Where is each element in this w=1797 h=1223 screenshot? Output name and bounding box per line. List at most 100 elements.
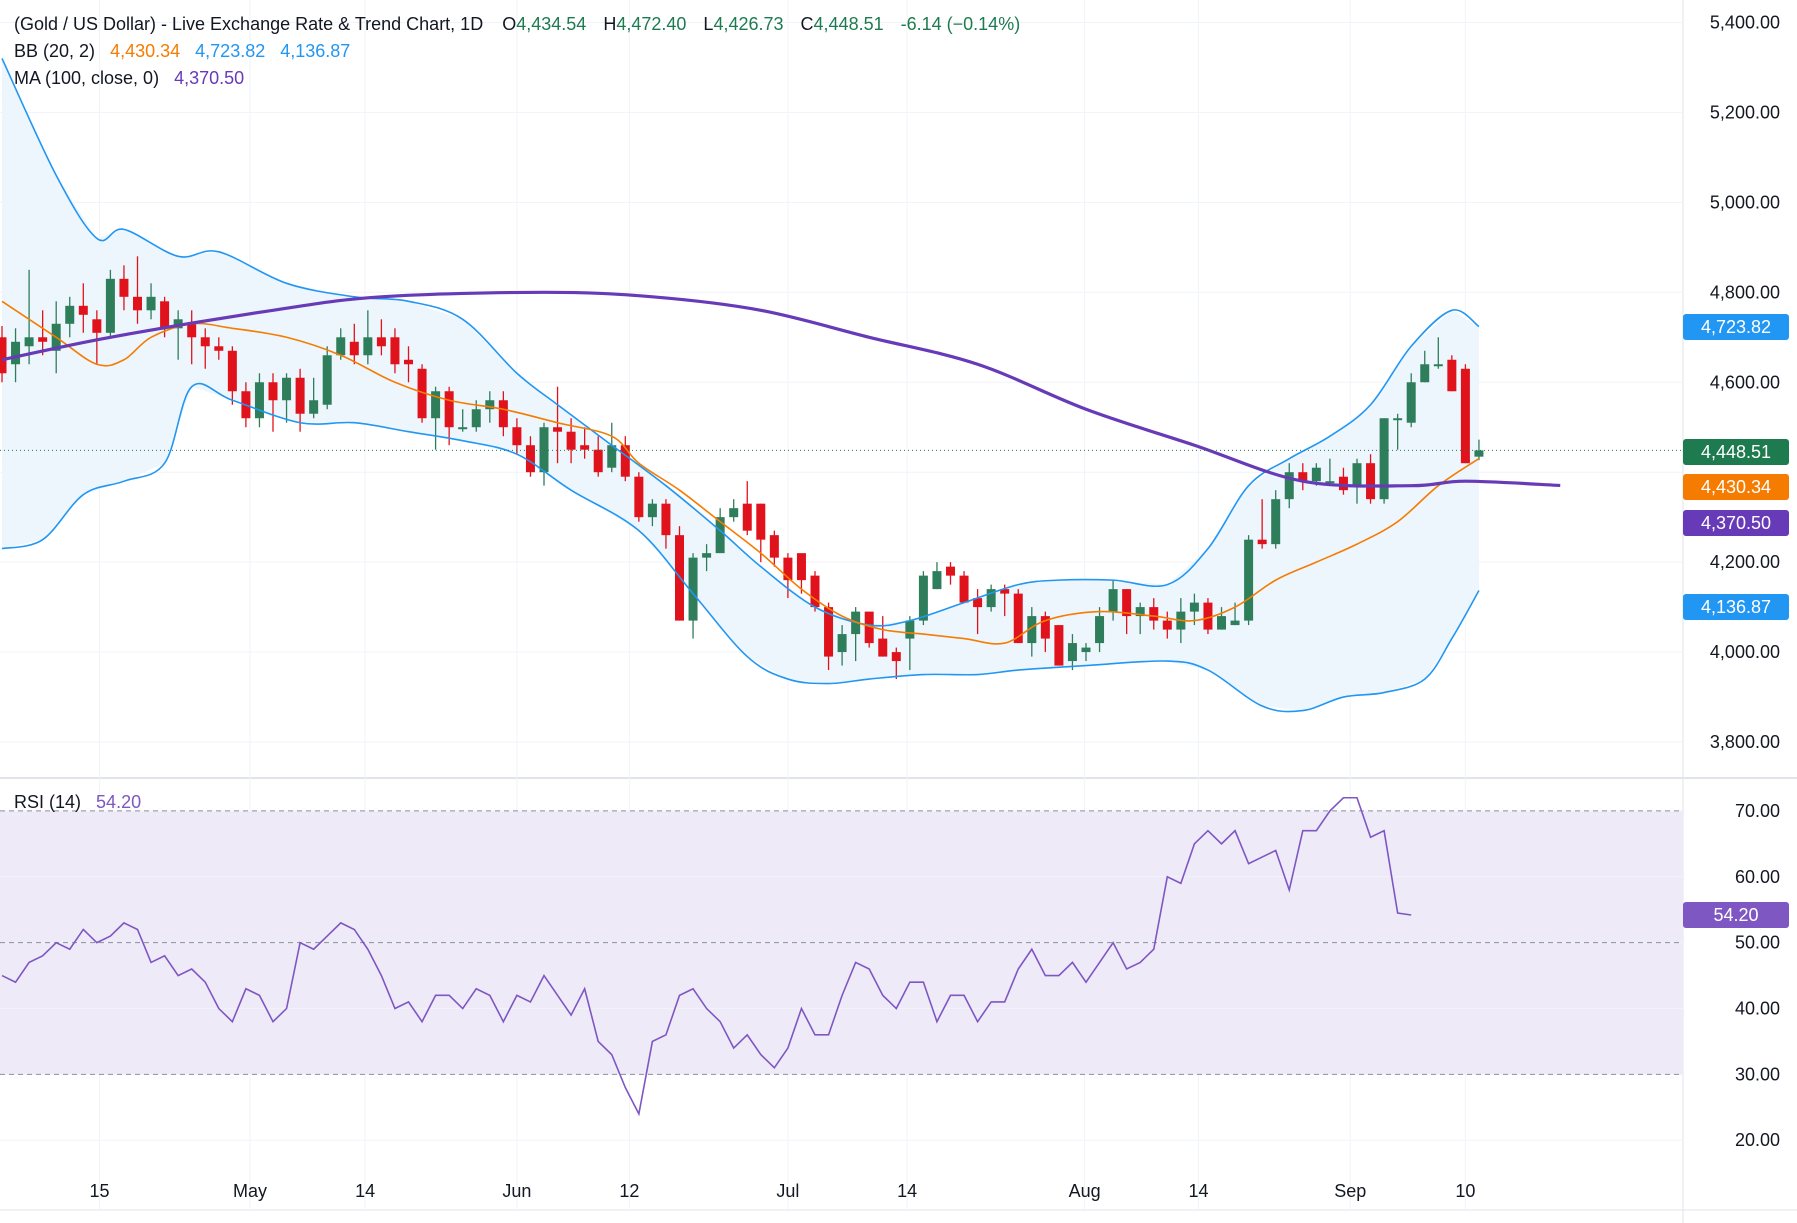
- candle-down: [1257, 539, 1267, 545]
- candle-up: [986, 589, 996, 608]
- candle-up: [11, 341, 21, 365]
- time-tick-label: Jun: [502, 1181, 531, 1201]
- time-tick-label: 10: [1455, 1181, 1475, 1201]
- candle-up: [309, 400, 319, 414]
- candle-up: [363, 337, 373, 356]
- candle-down: [390, 337, 400, 365]
- candle-up: [1081, 647, 1091, 653]
- candle-down: [1162, 620, 1172, 630]
- candle-down: [78, 305, 88, 315]
- candle-down: [227, 350, 237, 392]
- close-label: C: [800, 14, 814, 34]
- candle-down: [553, 427, 563, 432]
- bb-basis-price-tag: 4,430.34: [1683, 473, 1789, 500]
- bb-lower-line: [1, 382, 1480, 713]
- bb-basis-value: 4,430.34: [110, 41, 181, 61]
- candle-down: [593, 449, 603, 473]
- candle-up: [471, 409, 481, 428]
- price-tick-label: 5,400.00: [1710, 12, 1780, 32]
- rsi-tick-label: 50.00: [1735, 933, 1780, 953]
- rsi-tick-label: 40.00: [1735, 999, 1780, 1019]
- price-tick-label: 5,000.00: [1710, 192, 1780, 212]
- candle-down: [1203, 602, 1213, 630]
- candle-down: [404, 359, 413, 365]
- candle-down: [1460, 368, 1470, 464]
- rsi-tick-label: 70.00: [1735, 801, 1780, 821]
- time-tick-label: 14: [897, 1181, 917, 1201]
- candle-up: [905, 620, 915, 639]
- candle-up: [24, 337, 34, 347]
- price-tick-label: 4,800.00: [1710, 282, 1780, 302]
- candle-down: [973, 598, 983, 608]
- rsi-grid: [0, 810, 1683, 1141]
- ma-price-tag: 4,370.50: [1683, 510, 1789, 537]
- price-tick-label: 4,600.00: [1710, 372, 1780, 392]
- candle-up: [105, 278, 115, 333]
- price-tick-label: 4,200.00: [1710, 552, 1780, 572]
- time-tick-label: 15: [90, 1181, 110, 1201]
- candle-up: [1135, 607, 1145, 617]
- candle-down: [742, 503, 752, 531]
- low-value: 4,426.73: [713, 14, 784, 34]
- candle-up: [1420, 364, 1430, 383]
- candle-down: [187, 323, 197, 338]
- bb-upper-price-tag: 4,723.82: [1683, 313, 1789, 340]
- candle-down: [525, 445, 535, 473]
- candle-up: [702, 553, 712, 558]
- candle-down: [92, 319, 102, 333]
- candle-down: [1338, 476, 1348, 491]
- candle-up: [485, 400, 495, 410]
- candle-up: [282, 377, 292, 401]
- time-tick-label: Sep: [1334, 1181, 1366, 1201]
- bb-basis-line: [1, 300, 1480, 645]
- time-tick-label: 14: [355, 1181, 375, 1201]
- candle-up: [1027, 616, 1037, 644]
- time-tick-label: May: [233, 1181, 267, 1201]
- rsi-tick-label: 60.00: [1735, 867, 1780, 887]
- candle-down: [959, 575, 969, 603]
- bollinger-band-area: [2, 58, 1479, 711]
- candle-up: [431, 391, 441, 419]
- candle-down: [1000, 589, 1010, 594]
- candle-down: [1122, 589, 1132, 617]
- open-value: 4,434.54: [516, 14, 587, 34]
- candle-down: [268, 382, 278, 401]
- open-label: O: [502, 14, 517, 34]
- ma100-line: [1, 290, 1561, 488]
- candle-up: [336, 337, 346, 356]
- candle-down: [512, 427, 522, 446]
- candle-up: [1311, 467, 1321, 482]
- candle-up: [1189, 602, 1199, 612]
- chart-title: (Gold / US Dollar) - Live Exchange Rate …: [14, 14, 484, 34]
- ma-value: 4,370.50: [174, 68, 245, 88]
- candle-down: [133, 296, 142, 311]
- candle-down: [498, 400, 508, 428]
- candle-up: [837, 634, 847, 653]
- candle-down: [1149, 607, 1159, 621]
- candle-down: [566, 431, 576, 450]
- candle-down: [1054, 625, 1064, 666]
- candle-down: [810, 575, 820, 608]
- last-price-tag: 4,448.51: [1683, 439, 1789, 466]
- candle-up: [918, 575, 928, 621]
- axis-labels: 3,800.00 4,000.00 4,200.00 4,600.00 4,800.00…: [90, 12, 1780, 1201]
- candle-up: [1379, 418, 1389, 500]
- candle-down: [864, 611, 874, 644]
- low-label: L: [703, 14, 714, 34]
- time-tick-label: Aug: [1069, 1181, 1101, 1201]
- time-tick-label: Jul: [776, 1181, 799, 1201]
- candle-down: [580, 445, 590, 450]
- rsi-tick-label: 20.00: [1735, 1130, 1780, 1150]
- bb-upper-value: 4,723.82: [195, 41, 266, 61]
- rsi-tick-label: 30.00: [1735, 1064, 1780, 1084]
- bb-lower-value: 4,136.87: [280, 41, 351, 61]
- time-tick-label: 12: [619, 1181, 639, 1201]
- bb-lower-price-tag: 4,136.87: [1683, 593, 1789, 620]
- candle-down: [200, 337, 210, 347]
- candle-down: [891, 652, 901, 662]
- candle-down: [295, 377, 305, 414]
- candle-up: [1474, 450, 1484, 457]
- candle-down: [444, 391, 454, 428]
- high-label: H: [603, 14, 617, 34]
